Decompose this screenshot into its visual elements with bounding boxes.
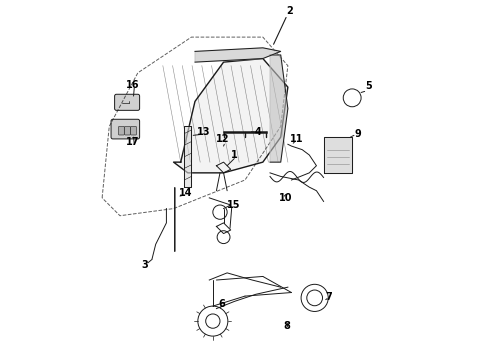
Polygon shape	[195, 48, 281, 62]
Text: 10: 10	[279, 193, 293, 203]
Text: 17: 17	[126, 137, 139, 147]
Text: 14: 14	[179, 188, 193, 198]
FancyBboxPatch shape	[131, 126, 136, 135]
Text: 11: 11	[290, 135, 303, 144]
Polygon shape	[184, 126, 192, 187]
Text: 9: 9	[354, 129, 361, 139]
Text: 7: 7	[325, 292, 332, 302]
Text: 8: 8	[284, 321, 291, 331]
FancyBboxPatch shape	[115, 94, 140, 111]
Text: 6: 6	[219, 299, 225, 309]
Text: 3: 3	[141, 260, 147, 270]
Text: 1: 1	[231, 150, 238, 160]
FancyBboxPatch shape	[119, 126, 124, 135]
Text: 13: 13	[197, 127, 211, 138]
Polygon shape	[270, 55, 288, 162]
Polygon shape	[323, 137, 352, 173]
Text: 2: 2	[286, 6, 293, 16]
Text: 4: 4	[254, 127, 261, 138]
Text: 12: 12	[216, 135, 230, 144]
FancyBboxPatch shape	[124, 126, 130, 135]
FancyBboxPatch shape	[111, 119, 140, 139]
Text: 16: 16	[126, 80, 139, 90]
Polygon shape	[173, 59, 288, 173]
Text: 5: 5	[365, 81, 371, 91]
Text: 15: 15	[227, 200, 240, 210]
